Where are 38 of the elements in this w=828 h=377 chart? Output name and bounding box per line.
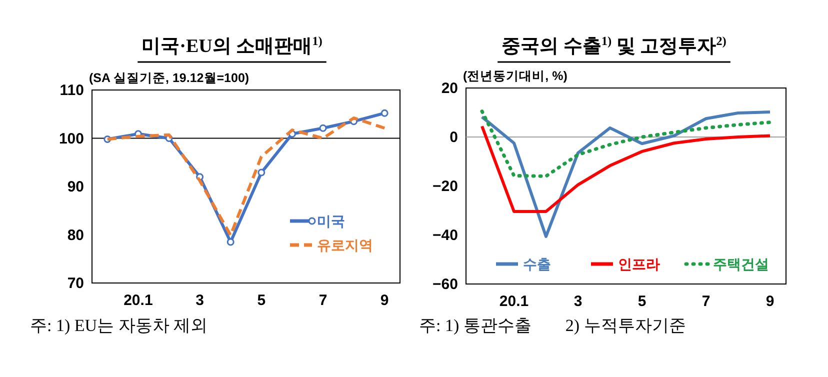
y-axis-title: (SA 실질기준, 19.12월=100) [89,71,250,85]
point [226,238,234,246]
y-tick-label: −40 [432,227,458,244]
x-tick-label: 9 [380,292,389,309]
chart-title: 중국의 수출$^{1)}$ 및 고정투자$^{2)}$ [502,34,726,57]
line-series [480,124,772,213]
x-tick-label: 5 [257,292,266,309]
x-tick-label: 3 [196,292,204,309]
y-tick-label: −20 [432,178,458,195]
point [258,168,266,176]
x-tick-label: 5 [638,293,646,310]
y-tick-label: 100 [58,130,84,148]
legend-label: 유로지역 [317,237,373,253]
y-tick-label: 20 [441,80,458,97]
legend-label: 인프라 [618,256,660,272]
x-tick-label: 7 [318,292,328,309]
legend-label: 주택건설 [713,256,769,272]
text: 주: 1) 통관수출 2) 누적투자기준 [419,316,686,335]
y-tick-label: 80 [67,226,84,244]
y-axis-title: (전년동기대비, %) [463,69,568,83]
y-tick-label: 90 [67,178,84,196]
x-tick-label: 9 [766,293,774,310]
text: 주: 1) EU는 자동차 제외 [30,316,208,335]
point [319,124,327,132]
legend-label: 수출 [523,256,551,272]
x-tick-label: 20.1 [499,293,529,310]
x-tick-label: 3 [574,293,582,310]
x-tick-label: 7 [702,293,710,310]
y-tick-label: 70 [67,275,84,292]
legend-label: 미국 [317,213,345,229]
y-tick-label: −60 [432,276,458,293]
point [380,109,388,117]
y-tick-label: 0 [450,129,458,146]
line-series [480,110,772,178]
line-series [480,110,772,238]
chart-title: 미국·EU의 소매판매$^{1)}$ [142,34,322,57]
x-tick-label: 20.1 [124,292,153,309]
y-tick-label: 110 [60,82,84,99]
